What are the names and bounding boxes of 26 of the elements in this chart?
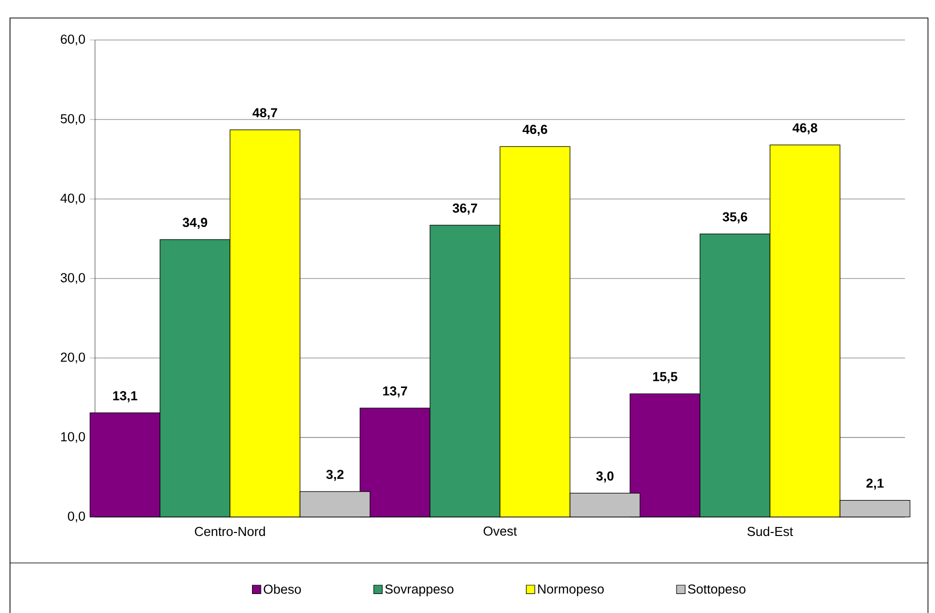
data-label: 3,0	[596, 471, 614, 482]
y-tick-label: 20,0	[60, 352, 85, 364]
data-label: 46,8	[792, 123, 818, 134]
legend-label: Sovrappeso	[385, 584, 454, 596]
data-label: 15,5	[653, 372, 678, 384]
data-label: 3,2	[326, 470, 344, 481]
data-label: 13,1	[113, 391, 138, 402]
data-label: 35,6	[722, 212, 748, 224]
legend-label: Normopeso	[538, 584, 604, 596]
legend-label: Sottopeso	[688, 584, 746, 596]
legend-label: Obeso	[264, 584, 301, 594]
data-label: 13,7	[383, 386, 408, 398]
y-tick-label: 40,0	[60, 194, 85, 204]
data-label: 36,7	[452, 204, 478, 215]
data-label: 34,9	[182, 218, 208, 229]
data-label: 46,6	[522, 124, 548, 136]
y-tick-label: 30,0	[60, 273, 85, 284]
y-tick-label: 50,0	[60, 114, 85, 125]
y-tick-label: 0,0	[68, 512, 85, 522]
x-tick-label: Sud-Est	[747, 526, 794, 536]
data-label: 48,7	[252, 108, 278, 120]
y-tick-label: 60,0	[60, 34, 85, 46]
x-tick-label: Ovest	[484, 526, 517, 536]
data-label: 2,1	[866, 478, 884, 490]
x-tick-label: Centro-Nord	[194, 526, 265, 536]
y-tick-label: 10,0	[61, 432, 85, 443]
